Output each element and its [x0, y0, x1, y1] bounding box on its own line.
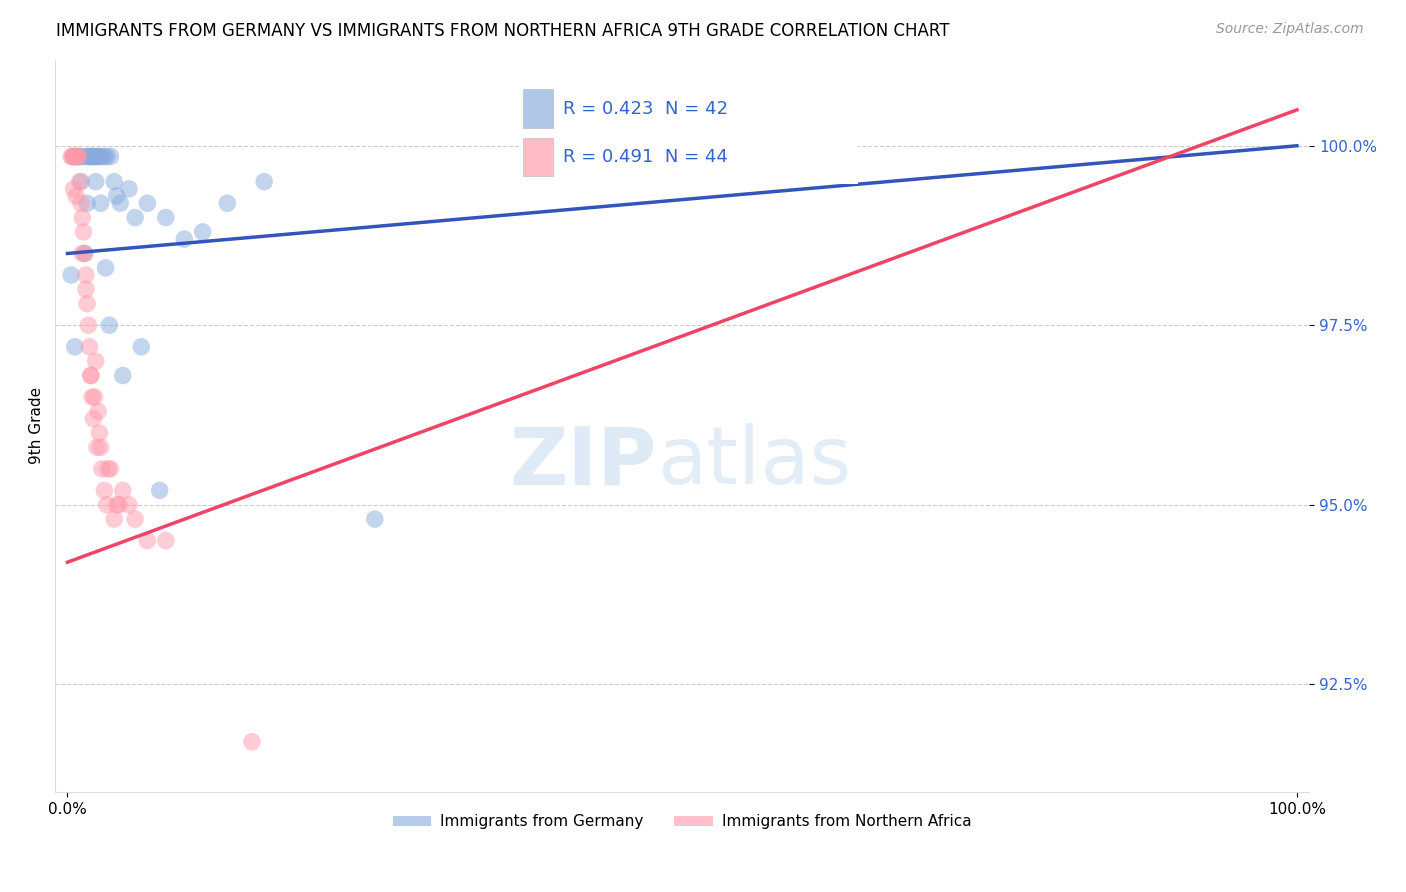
Point [76, 196, 98, 211]
Point [69, 175, 91, 189]
Point [67, 149, 90, 163]
Point [80, 390, 103, 404]
Point [84, 354, 107, 368]
Point [62, 182, 84, 196]
Point [82, 411, 104, 425]
Point [118, 498, 141, 512]
Point [77, 318, 100, 333]
Point [129, 340, 152, 354]
Point [79, 340, 101, 354]
Point [217, 196, 239, 211]
Point [66, 149, 89, 163]
Point [103, 175, 125, 189]
Point [72, 225, 94, 239]
Point [253, 175, 276, 189]
Text: IMMIGRANTS FROM GERMANY VS IMMIGRANTS FROM NORTHERN AFRICA 9TH GRADE CORRELATION: IMMIGRANTS FROM GERMANY VS IMMIGRANTS FR… [56, 22, 949, 40]
Y-axis label: 9th Grade: 9th Grade [30, 387, 44, 465]
Point [75, 149, 97, 163]
Point [93, 483, 115, 498]
Legend: Immigrants from Germany, Immigrants from Northern Africa: Immigrants from Germany, Immigrants from… [387, 808, 977, 836]
Point [70, 196, 93, 211]
Point [124, 512, 146, 526]
Point [136, 196, 159, 211]
Point [70, 211, 93, 225]
Point [62, 149, 84, 163]
Point [75, 282, 97, 296]
Point [89, 425, 111, 440]
Point [86, 149, 108, 163]
Point [80, 149, 103, 163]
Point [65, 149, 87, 163]
Point [70, 149, 93, 163]
Point [173, 232, 195, 246]
Point [191, 225, 214, 239]
Point [77, 149, 100, 163]
Point [76, 296, 98, 310]
Point [87, 404, 110, 418]
Point [155, 211, 177, 225]
Point [136, 533, 159, 548]
Point [97, 462, 120, 476]
Point [70, 175, 93, 189]
Text: Source: ZipAtlas.com: Source: ZipAtlas.com [1216, 22, 1364, 37]
Point [96, 149, 118, 163]
Point [110, 196, 132, 211]
Point [87, 149, 110, 163]
Point [80, 368, 103, 383]
Point [63, 340, 86, 354]
Point [73, 246, 96, 260]
Point [100, 149, 122, 163]
Point [60, 149, 83, 163]
Point [149, 483, 172, 498]
Point [90, 196, 112, 211]
Point [100, 462, 122, 476]
Text: atlas: atlas [657, 424, 852, 501]
Point [98, 318, 121, 333]
Point [70, 246, 93, 260]
Point [80, 368, 103, 383]
Point [69, 149, 91, 163]
Point [90, 462, 112, 476]
Point [89, 149, 111, 163]
Point [155, 533, 177, 548]
Point [83, 149, 105, 163]
Point [80, 149, 103, 163]
Point [364, 512, 387, 526]
Point [103, 512, 125, 526]
Point [82, 149, 104, 163]
Point [84, 175, 107, 189]
Point [96, 498, 118, 512]
Point [240, 735, 263, 749]
Point [105, 498, 128, 512]
Point [60, 149, 83, 163]
Point [75, 268, 97, 282]
Point [94, 260, 117, 275]
Point [66, 149, 89, 163]
Point [124, 211, 146, 225]
Point [111, 368, 134, 383]
Point [73, 246, 96, 260]
Point [90, 149, 112, 163]
Point [62, 149, 84, 163]
Point [118, 182, 141, 196]
Point [63, 149, 86, 163]
Point [86, 440, 108, 454]
Point [83, 390, 105, 404]
Point [79, 149, 101, 163]
Point [108, 498, 131, 512]
Point [93, 149, 115, 163]
Point [111, 483, 134, 498]
Point [90, 440, 112, 454]
Point [105, 189, 128, 203]
Point [60, 268, 83, 282]
Point [65, 189, 87, 203]
Text: ZIP: ZIP [510, 424, 657, 501]
